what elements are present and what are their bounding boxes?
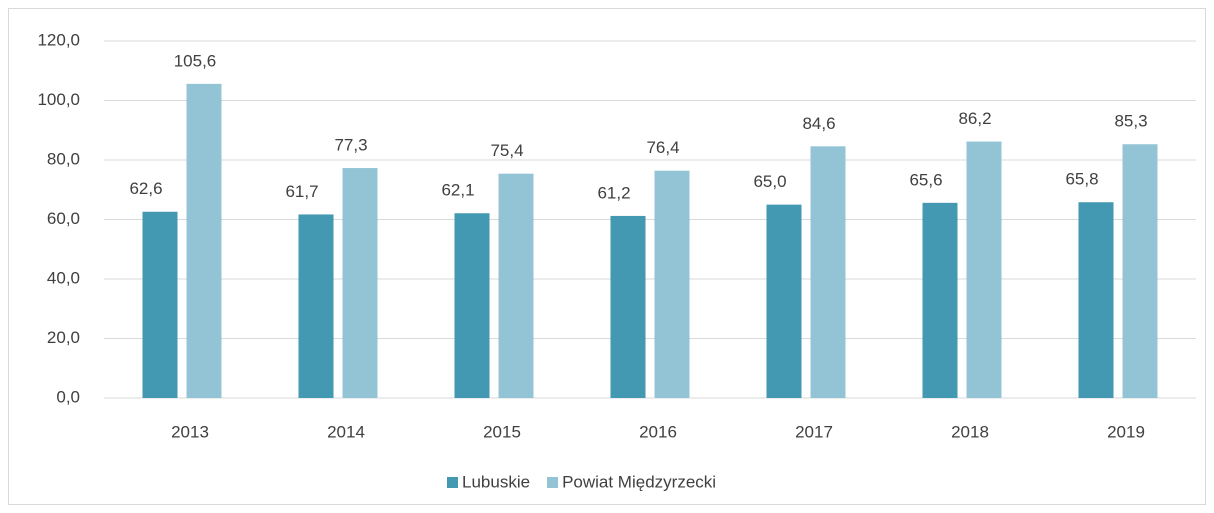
bar [342,168,378,398]
value-label: 86,2 [958,109,991,128]
bar [766,204,802,398]
bar [654,170,690,398]
value-label: 77,3 [334,136,367,155]
x-tick-label: 2019 [1107,422,1145,441]
y-tick-label: 40,0 [47,268,80,287]
bar [966,141,1002,398]
bar [610,215,646,398]
bar [498,173,534,398]
y-tick-label: 120,0 [37,30,80,49]
x-tick-label: 2013 [171,422,209,441]
bar [810,146,846,398]
value-label: 62,1 [441,181,474,200]
bar [142,211,178,398]
y-tick-label: 20,0 [47,328,80,347]
value-label: 75,4 [490,141,523,160]
value-label: 61,7 [285,182,318,201]
value-label: 105,6 [174,51,217,70]
legend-swatch [547,477,559,488]
value-label: 85,3 [1114,112,1147,131]
bar [922,202,958,398]
legend-label: Powiat Międzyrzecki [562,472,716,491]
legend-label: Lubuskie [462,472,530,491]
value-label: 61,2 [597,183,630,202]
y-tick-label: 80,0 [47,149,80,168]
y-tick-label: 0,0 [56,387,80,406]
x-tick-label: 2014 [327,422,365,441]
bar [454,213,490,398]
value-label: 84,6 [802,114,835,133]
value-label: 65,8 [1065,170,1098,189]
value-label: 62,6 [129,179,162,198]
value-label: 65,0 [753,172,786,191]
bar [186,83,222,398]
bar [1122,144,1158,398]
value-label: 65,6 [909,170,942,189]
x-tick-label: 2016 [639,422,677,441]
bar [1078,202,1114,398]
y-tick-label: 100,0 [37,90,80,109]
x-tick-label: 2018 [951,422,989,441]
legend-swatch [447,477,458,488]
x-tick-label: 2017 [795,422,833,441]
x-tick-label: 2015 [483,422,521,441]
y-tick-label: 60,0 [47,209,80,228]
bar [298,214,334,398]
value-label: 76,4 [646,138,679,157]
